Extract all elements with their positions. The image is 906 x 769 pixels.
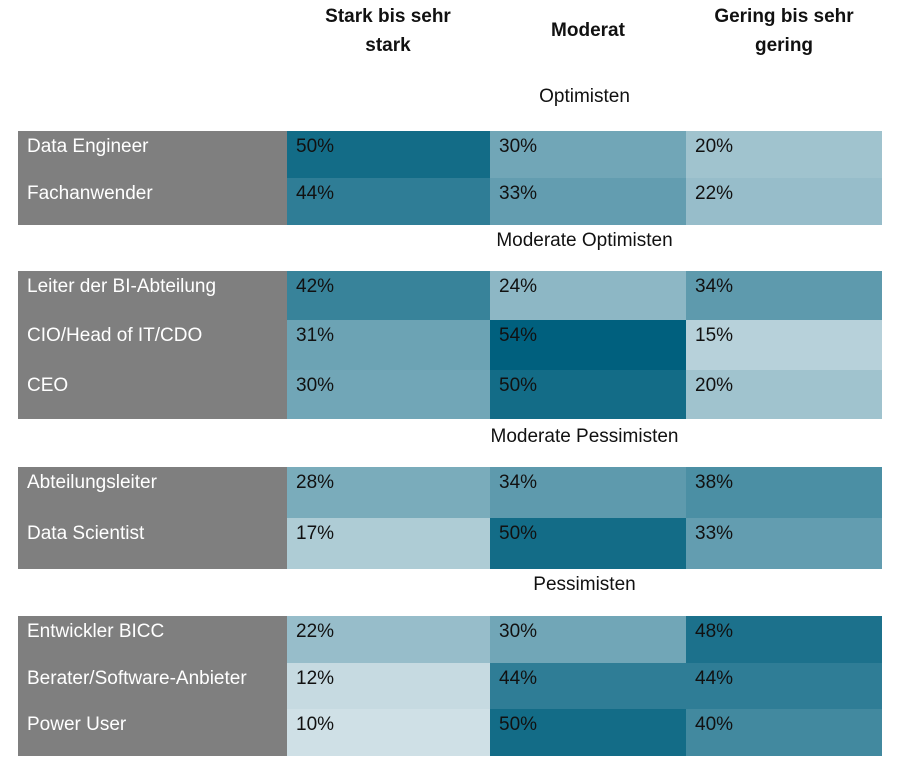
heatmap-cell: 38%: [686, 467, 882, 518]
heatmap-cell: 30%: [490, 616, 686, 663]
heatmap-cell: 20%: [686, 131, 882, 178]
table-row: CIO/Head of IT/CDO 31% 54% 15%: [18, 320, 882, 370]
column-header: Stark bis sehr stark: [325, 6, 451, 56]
heatmap-cell: 50%: [287, 131, 490, 178]
heatmap-cell: 50%: [490, 369, 686, 419]
table-row: Data Engineer 50% 30% 20%: [18, 131, 882, 178]
row-label: Power User: [18, 709, 287, 757]
row-label: Entwickler BICC: [18, 616, 287, 663]
heatmap-cell: 22%: [686, 178, 882, 225]
table-row: Power User 10% 50% 40%: [18, 709, 882, 757]
heatmap-cell: 24%: [490, 271, 686, 321]
heatmap-cell: 44%: [490, 662, 686, 710]
table-row: CEO 30% 50% 20%: [18, 369, 882, 419]
heatmap-cell: 30%: [490, 131, 686, 178]
heatmap-cell: 17%: [287, 518, 490, 569]
group-block: Entwickler BICC 22% 30% 48% Berater/Software…: [18, 616, 882, 757]
group-block: Data Engineer 50% 30% 20% Fachanwender 44% 33%…: [18, 131, 882, 225]
heatmap-cell: 54%: [490, 320, 686, 370]
heatmap-cell: 42%: [287, 271, 490, 321]
group-label: Moderate Pessimisten: [490, 426, 679, 447]
row-label: Data Scientist: [18, 518, 287, 569]
heatmap-cell: 10%: [287, 709, 490, 757]
group-label: Optimisten: [539, 86, 630, 107]
group-block: Abteilungsleiter 28% 34% 38% Data Scientist 1…: [18, 467, 882, 569]
heatmap-cell: 50%: [490, 709, 686, 757]
heatmap-cell: 30%: [287, 369, 490, 419]
column-header: Gering bis sehr gering: [714, 6, 854, 56]
row-label: CIO/Head of IT/CDO: [18, 320, 287, 370]
row-label: Berater/Software-Anbieter: [18, 662, 287, 710]
heatmap-cell: 15%: [686, 320, 882, 370]
row-label: CEO: [18, 369, 287, 419]
heatmap-cell: 33%: [686, 518, 882, 569]
group-block: Leiter der BI-Abteilung 42% 24% 34% CIO/Head…: [18, 271, 882, 419]
table-row: Abteilungsleiter 28% 34% 38%: [18, 467, 882, 518]
table-row: Leiter der BI-Abteilung 42% 24% 34%: [18, 271, 882, 321]
row-label: Fachanwender: [18, 178, 287, 225]
table-row: Fachanwender 44% 33% 22%: [18, 178, 882, 225]
heatmap-cell: 28%: [287, 467, 490, 518]
table-row: Entwickler BICC 22% 30% 48%: [18, 616, 882, 663]
heatmap-cell: 44%: [686, 662, 882, 710]
heatmap-cell: 22%: [287, 616, 490, 663]
table-row: Berater/Software-Anbieter 12% 44% 44%: [18, 662, 882, 710]
column-header: Moderat: [551, 20, 625, 41]
table-row: Data Scientist 17% 50% 33%: [18, 518, 882, 569]
heatmap-cell: 20%: [686, 369, 882, 419]
heatmap-cell: 34%: [686, 271, 882, 321]
heatmap-cell: 50%: [490, 518, 686, 569]
heatmap-cell: 40%: [686, 709, 882, 757]
group-label: Moderate Optimisten: [496, 230, 673, 251]
heatmap-cell: 44%: [287, 178, 490, 225]
heatmap-cell: 31%: [287, 320, 490, 370]
heatmap-cell: 34%: [490, 467, 686, 518]
row-label: Data Engineer: [18, 131, 287, 178]
row-label: Abteilungsleiter: [18, 467, 287, 518]
row-label: Leiter der BI-Abteilung: [18, 271, 287, 321]
group-label: Pessimisten: [533, 574, 636, 595]
heatmap-cell: 12%: [287, 662, 490, 710]
heatmap-cell: 33%: [490, 178, 686, 225]
heatmap-cell: 48%: [686, 616, 882, 663]
